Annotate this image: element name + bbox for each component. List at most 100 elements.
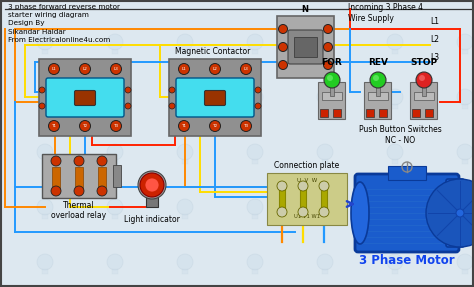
Circle shape <box>317 199 333 215</box>
FancyBboxPatch shape <box>322 49 328 54</box>
FancyBboxPatch shape <box>39 59 131 136</box>
Circle shape <box>277 207 287 217</box>
FancyBboxPatch shape <box>252 214 258 219</box>
Text: T3: T3 <box>113 124 118 128</box>
FancyBboxPatch shape <box>42 154 116 198</box>
Text: REV: REV <box>368 58 388 67</box>
FancyBboxPatch shape <box>392 214 398 219</box>
Text: 3 Phase Motor: 3 Phase Motor <box>359 254 455 267</box>
Text: T2: T2 <box>82 124 88 128</box>
FancyBboxPatch shape <box>288 30 323 64</box>
Circle shape <box>247 34 263 50</box>
Circle shape <box>387 144 403 160</box>
FancyBboxPatch shape <box>252 104 258 109</box>
FancyBboxPatch shape <box>322 104 328 109</box>
Circle shape <box>247 254 263 270</box>
Circle shape <box>240 121 252 131</box>
FancyBboxPatch shape <box>333 109 341 117</box>
Circle shape <box>177 89 193 105</box>
FancyBboxPatch shape <box>252 159 258 164</box>
FancyBboxPatch shape <box>322 269 328 274</box>
FancyBboxPatch shape <box>182 104 188 109</box>
Circle shape <box>247 199 263 215</box>
Circle shape <box>317 144 333 160</box>
Text: Incoming 3 Phase 4
Wire Supply: Incoming 3 Phase 4 Wire Supply <box>348 3 423 23</box>
Circle shape <box>74 186 84 196</box>
Text: U  V  W: U V W <box>297 177 317 183</box>
Text: T3: T3 <box>244 124 248 128</box>
Circle shape <box>387 199 403 215</box>
Circle shape <box>317 34 333 50</box>
Text: L1: L1 <box>182 67 186 71</box>
FancyBboxPatch shape <box>366 109 374 117</box>
Bar <box>321 184 327 212</box>
Bar <box>52 167 60 189</box>
FancyBboxPatch shape <box>112 49 118 54</box>
Circle shape <box>247 89 263 105</box>
Circle shape <box>456 209 464 217</box>
Circle shape <box>457 144 473 160</box>
FancyBboxPatch shape <box>146 189 158 207</box>
Circle shape <box>110 63 121 75</box>
FancyBboxPatch shape <box>182 214 188 219</box>
FancyBboxPatch shape <box>462 159 468 164</box>
FancyBboxPatch shape <box>169 59 261 136</box>
FancyBboxPatch shape <box>112 269 118 274</box>
FancyBboxPatch shape <box>267 173 347 225</box>
Bar <box>113 165 121 187</box>
Circle shape <box>298 207 308 217</box>
Circle shape <box>416 72 432 88</box>
Circle shape <box>279 61 288 69</box>
Text: Connection plate: Connection plate <box>274 161 340 170</box>
Circle shape <box>107 89 123 105</box>
Circle shape <box>279 24 288 34</box>
Circle shape <box>426 179 474 247</box>
Circle shape <box>177 199 193 215</box>
FancyBboxPatch shape <box>322 159 328 164</box>
FancyBboxPatch shape <box>355 174 459 252</box>
Circle shape <box>80 121 91 131</box>
Bar <box>279 184 285 212</box>
Text: L3: L3 <box>430 53 439 61</box>
FancyBboxPatch shape <box>392 49 398 54</box>
FancyBboxPatch shape <box>412 109 420 117</box>
FancyBboxPatch shape <box>182 269 188 274</box>
FancyBboxPatch shape <box>112 214 118 219</box>
Text: Magnetic Contactor: Magnetic Contactor <box>175 48 250 57</box>
Circle shape <box>457 199 473 215</box>
FancyBboxPatch shape <box>320 109 328 117</box>
Circle shape <box>457 89 473 105</box>
Circle shape <box>327 75 333 81</box>
Circle shape <box>298 181 308 191</box>
FancyBboxPatch shape <box>204 90 226 106</box>
FancyBboxPatch shape <box>277 16 334 78</box>
Circle shape <box>51 156 61 166</box>
FancyBboxPatch shape <box>379 109 387 117</box>
Circle shape <box>323 61 332 69</box>
FancyBboxPatch shape <box>319 82 346 119</box>
Circle shape <box>125 103 131 109</box>
Circle shape <box>317 89 333 105</box>
FancyBboxPatch shape <box>446 179 464 247</box>
Circle shape <box>80 63 91 75</box>
Circle shape <box>387 34 403 50</box>
FancyBboxPatch shape <box>112 159 118 164</box>
Circle shape <box>125 87 131 93</box>
Circle shape <box>37 34 53 50</box>
Circle shape <box>138 171 166 199</box>
FancyBboxPatch shape <box>42 159 48 164</box>
Bar <box>376 82 380 96</box>
Circle shape <box>145 178 159 192</box>
Circle shape <box>169 87 175 93</box>
Circle shape <box>323 24 332 34</box>
FancyBboxPatch shape <box>176 78 254 117</box>
Text: FOR: FOR <box>322 58 342 67</box>
FancyBboxPatch shape <box>252 269 258 274</box>
FancyBboxPatch shape <box>365 82 392 119</box>
Circle shape <box>110 121 121 131</box>
Circle shape <box>37 254 53 270</box>
FancyBboxPatch shape <box>392 104 398 109</box>
Circle shape <box>140 173 164 197</box>
FancyBboxPatch shape <box>42 104 48 109</box>
Circle shape <box>39 103 45 109</box>
